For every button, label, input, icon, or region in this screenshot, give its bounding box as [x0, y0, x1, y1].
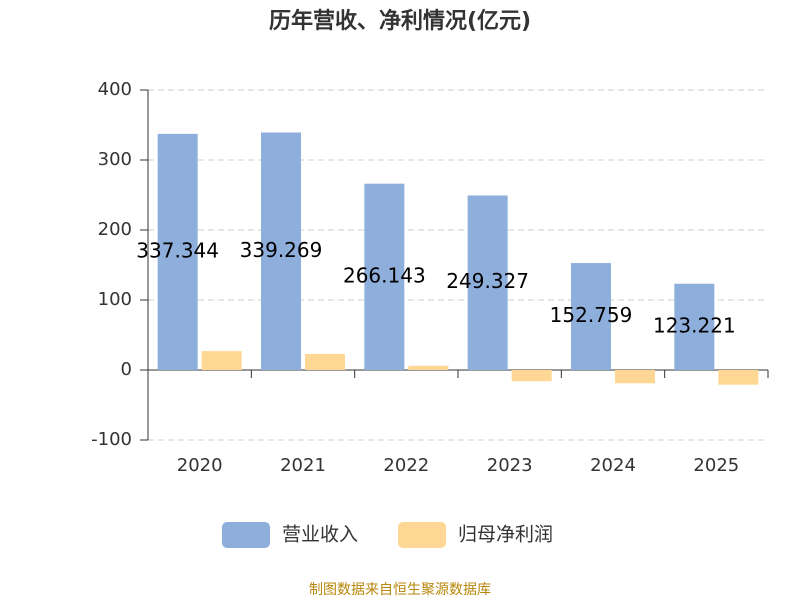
bar [408, 365, 449, 370]
bar [467, 195, 508, 370]
y-tick-label: 0 [121, 359, 132, 380]
value-label: 249.327 [446, 269, 529, 293]
legend-swatch [222, 522, 270, 548]
value-label: 266.143 [343, 263, 426, 287]
value-label: 337.344 [136, 238, 219, 262]
y-tick-label: 400 [98, 79, 132, 100]
x-tick-label: 2022 [383, 455, 429, 476]
y-tick-label: 300 [98, 149, 132, 170]
x-tick-label: 2020 [177, 455, 223, 476]
x-tick-label: 2023 [487, 455, 533, 476]
legend-label: 归母净利润 [458, 524, 553, 546]
x-tick-label: 2025 [693, 455, 739, 476]
x-tick-label: 2024 [590, 455, 636, 476]
bar [157, 133, 198, 370]
y-tick-label: -100 [91, 429, 132, 450]
bar [718, 370, 759, 385]
bar [615, 370, 655, 384]
bar [674, 283, 715, 370]
value-label: 152.759 [550, 303, 633, 327]
y-tick-label: 200 [98, 219, 132, 240]
bar [201, 351, 242, 370]
bar [305, 353, 345, 370]
bar [261, 132, 301, 370]
x-tick-label: 2021 [280, 455, 326, 476]
legend-label: 营业收入 [282, 524, 358, 546]
source-note: 制图数据来自恒生聚源数据库 [309, 582, 491, 598]
bar [511, 370, 552, 382]
bar [571, 263, 611, 370]
legend-swatch [398, 522, 447, 548]
chart-title: 历年营收、净利情况(亿元) [269, 8, 531, 34]
bar [364, 183, 405, 370]
value-label: 339.269 [240, 238, 323, 262]
y-tick-label: 100 [98, 289, 132, 310]
value-label: 123.221 [653, 313, 736, 337]
